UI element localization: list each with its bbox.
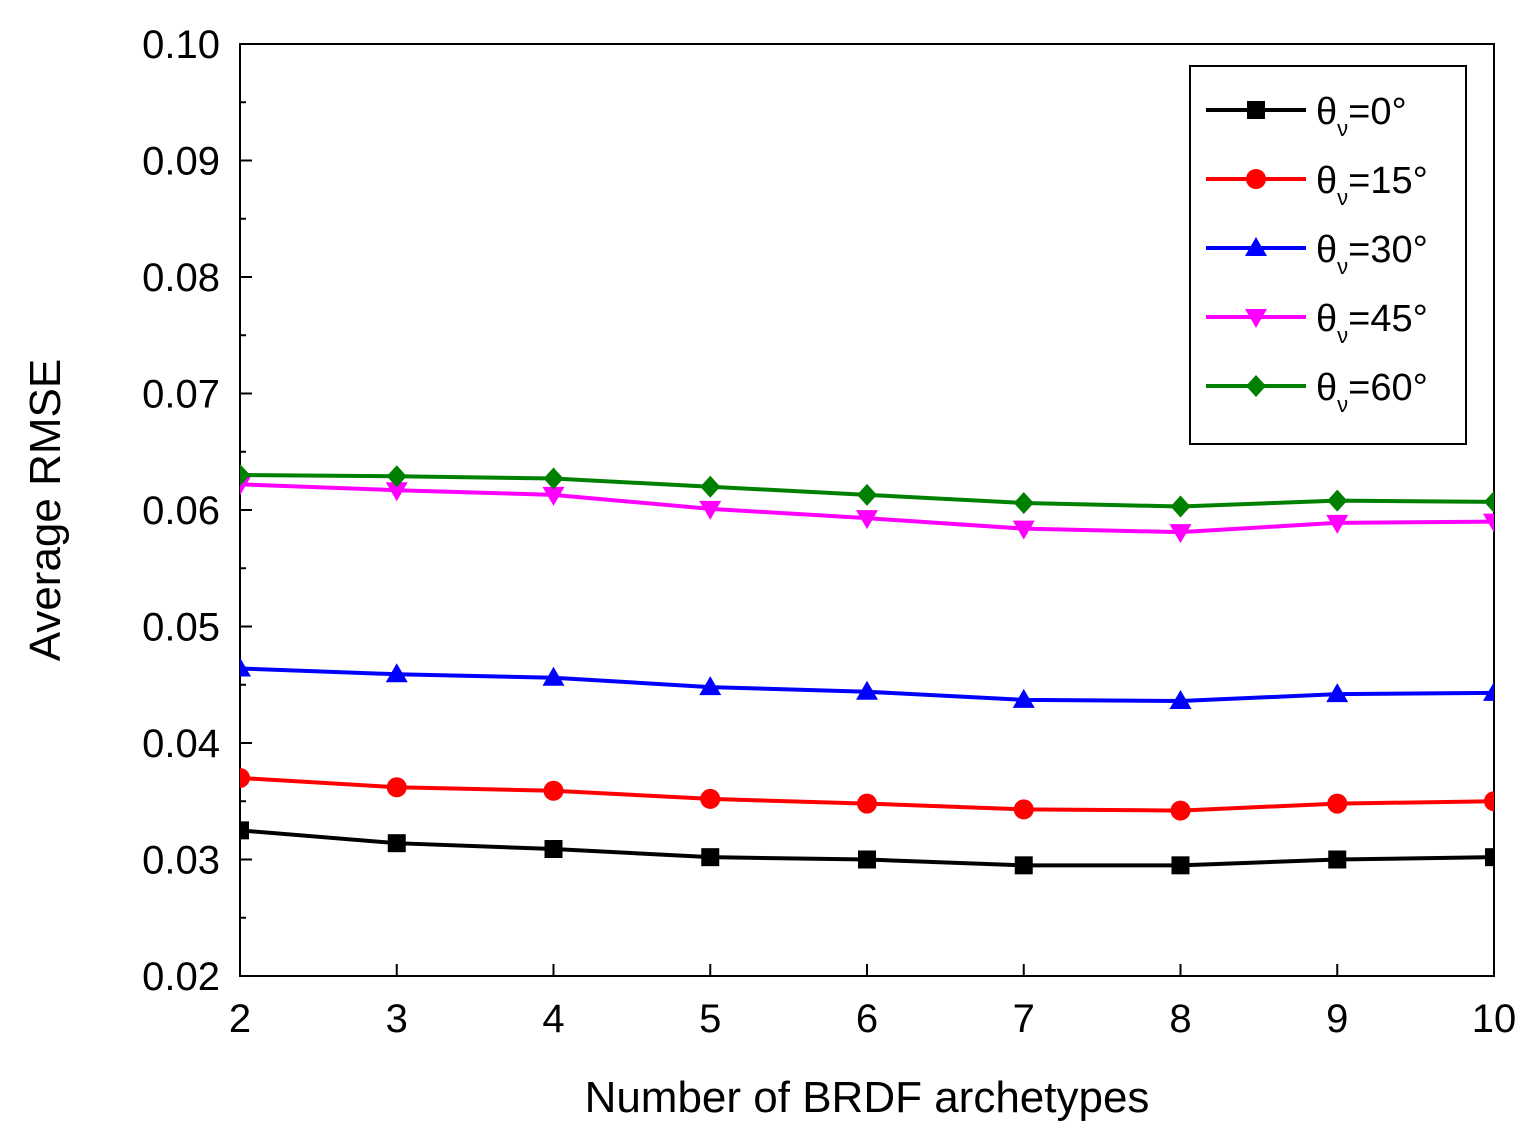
x-tick-label: 2 — [229, 997, 251, 1041]
legend-label: θν=60° — [1316, 367, 1428, 417]
data-point — [1483, 681, 1494, 701]
data-point — [701, 848, 720, 867]
y-tick-label: 0.03 — [142, 839, 220, 883]
x-tick-label: 9 — [1326, 997, 1348, 1041]
data-point — [1485, 848, 1494, 867]
data-point — [699, 500, 722, 520]
y-tick-label: 0.04 — [142, 722, 220, 766]
legend-marker — [1247, 101, 1265, 119]
data-point — [542, 486, 565, 506]
legend-item: θν=30° — [1206, 229, 1428, 279]
data-point — [1171, 856, 1190, 875]
x-tick-label: 4 — [542, 997, 564, 1041]
legend-box — [1189, 65, 1467, 445]
data-point — [240, 767, 250, 788]
data-point — [700, 788, 721, 809]
data-point — [700, 475, 721, 498]
data-point — [858, 850, 876, 869]
data-point — [1326, 683, 1349, 703]
data-point — [542, 666, 565, 686]
legend-item: θν=45° — [1206, 298, 1428, 348]
data-point — [386, 465, 407, 488]
y-axis-title: Average RMSE — [21, 359, 70, 661]
data-point — [857, 793, 877, 814]
data-point — [386, 777, 407, 798]
data-point — [1327, 489, 1348, 512]
data-point — [1484, 490, 1494, 513]
axes: 2 3 4 5 6 7 8 9 10 0.02 0.03 0.04 0.05 0.06 0.07 0.08 0.… — [142, 23, 1516, 1041]
legend-label: θν=15° — [1316, 160, 1428, 210]
data-point — [240, 821, 249, 840]
data-point — [1326, 514, 1349, 534]
data-point — [543, 467, 564, 490]
data-point — [699, 676, 722, 696]
legend-marker — [1246, 375, 1266, 397]
legend-label: θν=0° — [1316, 91, 1407, 141]
data-point — [385, 482, 408, 502]
legend-item: θν=0° — [1206, 91, 1407, 141]
legend-label: θν=45° — [1316, 298, 1428, 348]
legend-item: θν=60° — [1206, 367, 1428, 417]
y-tick-label: 0.07 — [142, 373, 220, 417]
data-point — [1170, 800, 1191, 821]
series-3 — [240, 476, 1494, 544]
data-point — [1169, 524, 1192, 544]
legend: θν=0° θν=15° θν=30° θν=45° θν=60° — [1189, 65, 1467, 445]
data-point — [1169, 690, 1192, 710]
data-point — [1013, 799, 1034, 820]
y-tick-label: 0.05 — [142, 606, 220, 650]
x-tick-label: 8 — [1169, 997, 1191, 1041]
series-0 — [240, 821, 1494, 875]
series-2 — [240, 657, 1494, 710]
data-point — [856, 510, 878, 530]
series-4 — [240, 464, 1494, 518]
data-point — [544, 840, 563, 859]
data-point — [1013, 492, 1034, 515]
y-tick-label: 0.06 — [142, 489, 220, 533]
series-1 — [240, 767, 1494, 821]
y-tick-label: 0.09 — [142, 140, 220, 184]
series-layer — [240, 464, 1494, 875]
data-point — [1484, 791, 1494, 812]
data-point — [1328, 850, 1347, 869]
y-tick-label: 0.10 — [142, 23, 220, 67]
data-point — [1012, 520, 1035, 540]
data-point — [857, 483, 877, 506]
x-axis-title: Number of BRDF archetypes — [585, 1073, 1150, 1122]
legend-marker — [1245, 309, 1267, 328]
legend-label: θν=30° — [1316, 229, 1428, 279]
data-point — [1327, 793, 1348, 814]
data-point — [543, 780, 564, 801]
x-tick-label: 7 — [1013, 997, 1035, 1041]
data-point — [856, 680, 878, 700]
y-tick-label: 0.02 — [142, 955, 220, 999]
data-point — [385, 663, 408, 683]
data-point — [240, 464, 250, 487]
x-tick-label: 3 — [386, 997, 408, 1041]
data-point — [1014, 856, 1033, 875]
data-point — [240, 657, 251, 677]
data-point — [1012, 688, 1035, 708]
x-tick-label: 6 — [856, 997, 878, 1041]
data-point — [1170, 495, 1191, 518]
data-point — [387, 834, 406, 853]
x-tick-label: 10 — [1472, 997, 1517, 1041]
legend-marker — [1246, 169, 1266, 189]
legend-item: θν=15° — [1206, 160, 1428, 210]
data-point — [1483, 513, 1494, 533]
y-tick-label: 0.08 — [142, 256, 220, 300]
legend-marker — [1245, 237, 1267, 256]
x-tick-label: 5 — [699, 997, 721, 1041]
